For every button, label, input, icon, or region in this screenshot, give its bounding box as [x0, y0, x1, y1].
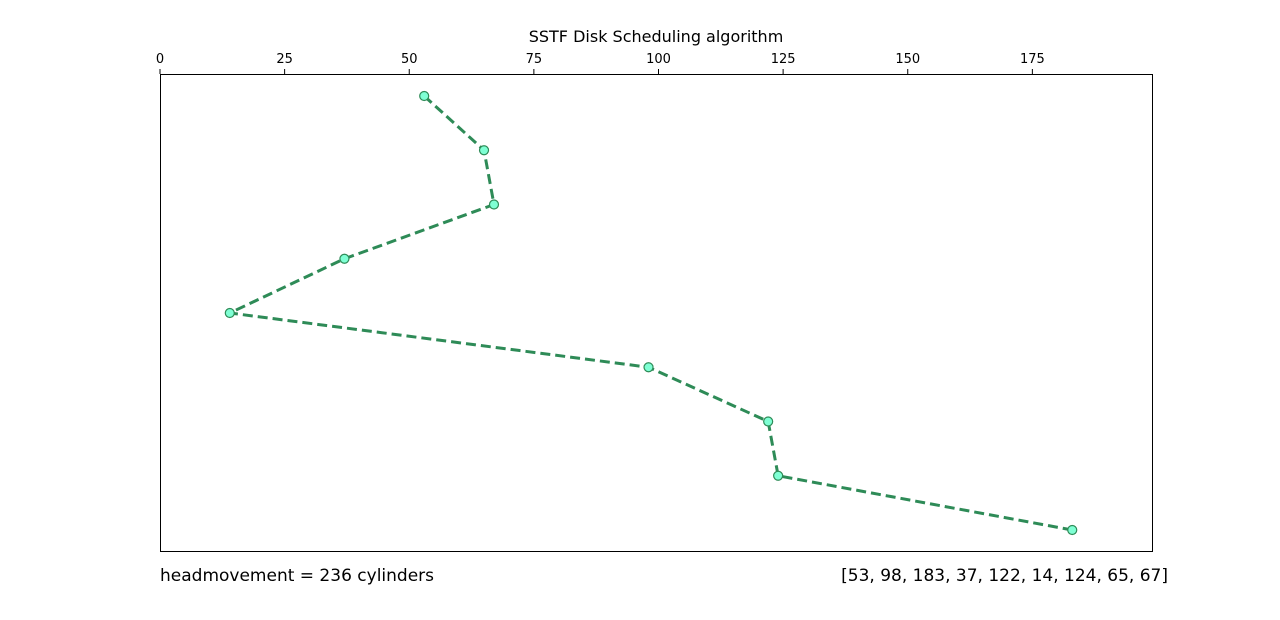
x-tick-label: 175	[1020, 52, 1045, 67]
data-point	[1067, 524, 1078, 536]
data-point	[478, 145, 490, 156]
headmovement-label: headmovement = 236 cylinders	[160, 566, 435, 586]
data-point	[773, 470, 784, 481]
plot-frame	[160, 74, 1153, 552]
data-point	[763, 416, 774, 427]
data-point	[224, 307, 235, 319]
data-point	[488, 199, 500, 210]
chart-title: SSTF Disk Scheduling algorithm	[529, 27, 784, 46]
x-tick-label: 150	[895, 52, 920, 67]
x-tick-label: 75	[526, 52, 543, 67]
x-tick-label: 125	[771, 52, 796, 67]
data-point	[643, 362, 654, 373]
x-tick-label: 0	[156, 52, 164, 67]
data-point	[419, 90, 430, 102]
x-tick-label: 100	[646, 52, 671, 67]
x-axis-ticks: 0 25 50 75 100 125 150 175	[156, 52, 1045, 74]
series-layer	[224, 90, 1078, 536]
series-line	[228, 94, 1073, 532]
x-tick-label: 25	[276, 52, 293, 67]
data-point	[339, 253, 350, 264]
x-tick-label: 50	[401, 52, 418, 67]
request-queue-label: [53, 98, 183, 37, 122, 14, 124, 65, 67]	[841, 566, 1168, 586]
